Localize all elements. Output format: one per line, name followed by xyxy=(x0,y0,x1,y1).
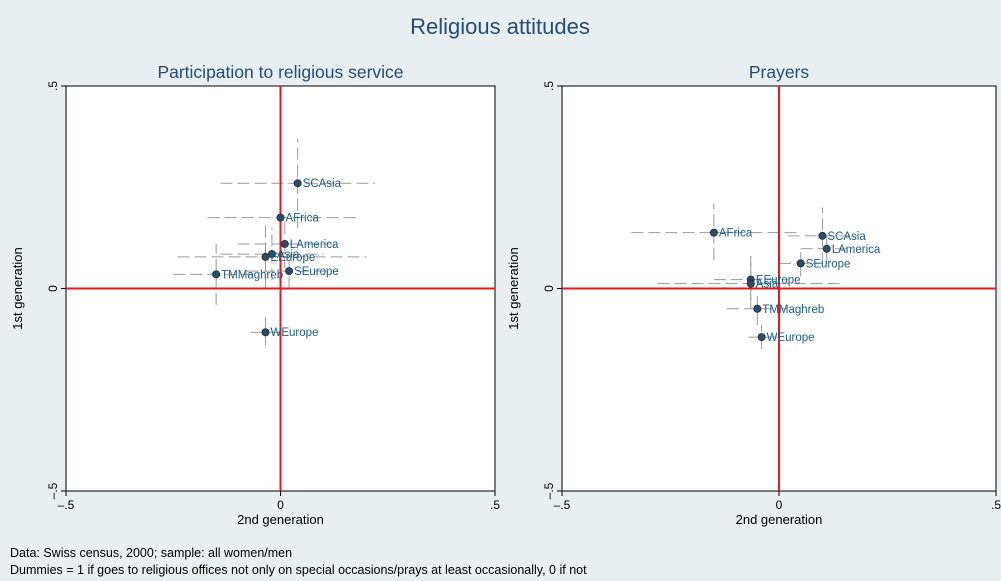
note-dummies-definition: Dummies = 1 if goes to religious offices… xyxy=(10,563,587,577)
data-point xyxy=(261,252,270,261)
note-data-source: Data: Swiss census, 2000; sample: all wo… xyxy=(10,546,293,560)
point-label: Asia xyxy=(277,249,300,261)
x-tick-label: –.5 xyxy=(554,498,571,512)
y-axis-label: 1st generation xyxy=(10,247,25,329)
point-label: LAmerica xyxy=(832,244,881,256)
point-label: Asia xyxy=(756,279,779,291)
y-axis-label: 1st generation xyxy=(506,247,521,329)
data-point xyxy=(818,231,827,240)
data-point xyxy=(757,333,766,342)
x-axis-label: 2nd generation xyxy=(736,512,823,527)
data-point xyxy=(796,259,805,268)
data-point xyxy=(276,213,285,222)
panel-title: Prayers xyxy=(749,62,810,82)
y-tick-label: .5 xyxy=(46,81,60,91)
data-point xyxy=(709,228,718,237)
y-tick-label: 0 xyxy=(542,285,556,292)
point-label: SEurope xyxy=(806,258,851,270)
figure-title: Religious attitudes xyxy=(410,14,590,39)
x-tick-label: –.5 xyxy=(58,498,75,512)
data-point xyxy=(753,304,762,313)
point-label: SCAsia xyxy=(827,231,866,243)
point-label: AFrica xyxy=(286,213,320,225)
data-point xyxy=(822,244,831,253)
data-point xyxy=(746,279,755,288)
panel-participation: Participation to religious service –.5 0 .5… xyxy=(10,62,500,527)
point-label: AFrica xyxy=(719,228,753,240)
point-label: WEurope xyxy=(270,327,318,339)
data-point xyxy=(267,250,276,259)
point-label: SCAsia xyxy=(303,178,342,190)
x-tick-label: 0 xyxy=(277,498,284,512)
y-tick-label: –.5 xyxy=(46,482,60,499)
x-tick-label: 0 xyxy=(776,498,783,512)
panel-title: Participation to religious service xyxy=(157,62,403,82)
y-tick-label: –.5 xyxy=(542,482,556,499)
point-label: WEurope xyxy=(767,332,815,344)
point-label: TMMaghreb xyxy=(762,304,824,316)
x-axis-label: 2nd generation xyxy=(237,512,324,527)
point-label: SEurope xyxy=(294,266,339,278)
point-label: TMMaghreb xyxy=(221,269,283,281)
data-point xyxy=(280,239,289,248)
panel-prayers: Prayers –.5 0 .5 –.5 0 .5 2nd generation 1st gen… xyxy=(506,62,1001,527)
data-point xyxy=(293,179,302,188)
data-point xyxy=(285,267,294,276)
point-label: EEurope xyxy=(756,275,801,287)
data-point xyxy=(261,328,270,337)
x-tick-label: .5 xyxy=(490,498,500,512)
y-tick-label: .5 xyxy=(542,81,556,91)
data-point xyxy=(212,270,221,279)
x-tick-label: .5 xyxy=(991,498,1001,512)
y-tick-label: 0 xyxy=(46,285,60,292)
point-label: EEurope xyxy=(270,252,315,264)
point-label: LAmerica xyxy=(290,239,339,251)
